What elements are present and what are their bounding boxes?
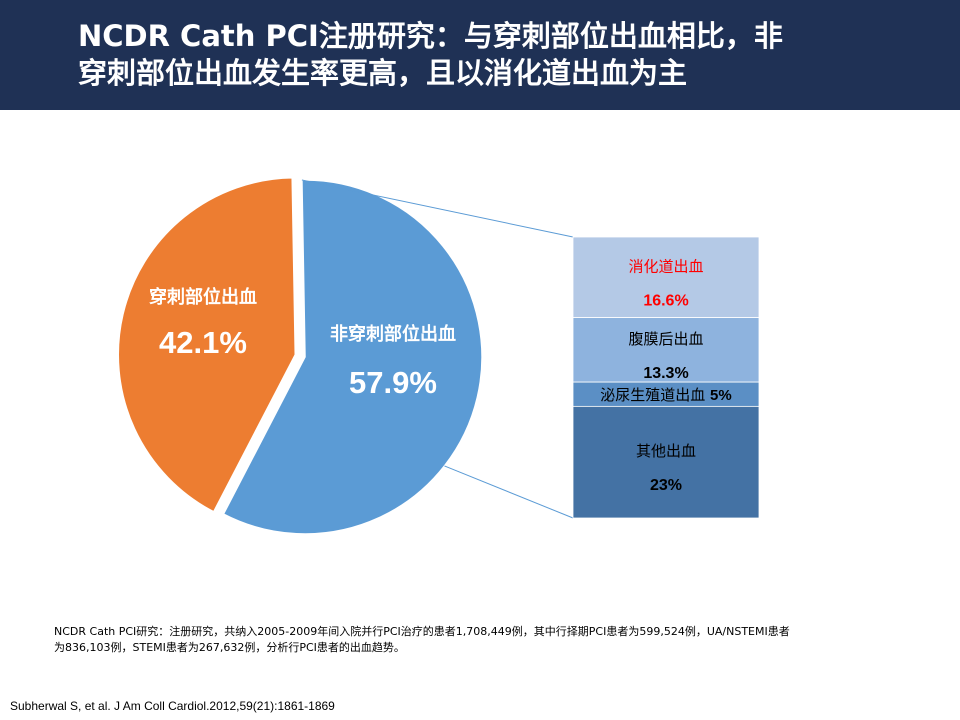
breakdown-segment-2 (572, 381, 760, 407)
breakdown-label-0: 消化道出血 (628, 257, 703, 275)
citation: Subherwal S, et al. J Am Coll Cardiol.20… (10, 699, 335, 713)
footnote-line-1: NCDR Cath PCI研究：注册研究，共纳入2005-2009年间入院并行P… (54, 625, 790, 638)
breakdown-value-3: 23% (650, 477, 682, 494)
breakdown-label-3: 其他出血 (636, 442, 696, 460)
chart-labels: 非穿刺部位出血 57.9% 穿刺部位出血 42.1% 消化道出血 16.6% 腹膜后出血 13… (149, 257, 732, 494)
slide-title-line-2: 穿刺部位出血发生率更高，且以消化道出血为主 (78, 56, 688, 90)
breakdown-value-0: 16.6% (643, 292, 688, 309)
breakdown-value-1: 13.3% (643, 365, 688, 382)
breakdown-label-1: 腹膜后出血 (628, 330, 703, 348)
pie-slice-label-0: 非穿刺部位出血 (330, 323, 456, 345)
connector-line-top (301, 179, 574, 238)
connector-lines (301, 179, 574, 519)
pie-slice-0 (222, 179, 483, 535)
breakdown-bar (572, 236, 760, 519)
footnote-line-2: 为836,103例，STEMI患者为267,632例，分析行PCI患者的出血趋势… (54, 641, 405, 654)
connector-line-bottom (444, 465, 574, 519)
title-banner: NCDR Cath PCI注册研究：与穿刺部位出血相比，非 穿刺部位出血发生率更… (0, 0, 960, 110)
breakdown-label-2: 泌尿生殖道出血 5% (600, 386, 731, 404)
breakdown-segment-3 (572, 405, 760, 519)
pie-layer (117, 176, 483, 535)
pie-slice-value-0: 57.9% (349, 365, 437, 400)
pie-slice-label-1: 穿刺部位出血 (149, 286, 257, 308)
pie-slice-value-1: 42.1% (159, 325, 247, 360)
bleeding-pie-chart: 非穿刺部位出血 57.9% 穿刺部位出血 42.1% 消化道出血 16.6% 腹膜后出血 13… (117, 176, 760, 535)
study-footnote: NCDR Cath PCI研究：注册研究，共纳入2005-2009年间入院并行P… (54, 624, 924, 656)
slide-title-line-1: NCDR Cath PCI注册研究：与穿刺部位出血相比，非 (78, 19, 783, 53)
pie-slice-1 (117, 176, 297, 513)
breakdown-segment-1 (572, 317, 760, 383)
